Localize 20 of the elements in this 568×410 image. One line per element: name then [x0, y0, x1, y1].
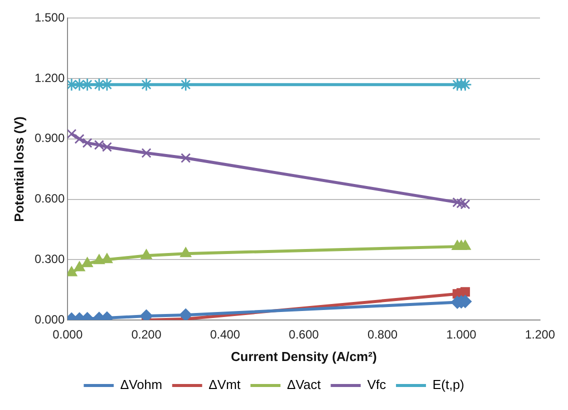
x-tick-label: 0.600: [288, 328, 320, 342]
y-tick-label: 1.200: [34, 70, 65, 85]
legend-label: ΔVact: [286, 377, 322, 392]
legend-label: E(t,p): [432, 377, 464, 392]
y-tick-label: 1.500: [34, 10, 65, 25]
x-tick-label: 0.200: [131, 328, 162, 342]
x-tick-label: 1.200: [524, 328, 556, 342]
y-tick-label: 0.300: [34, 252, 65, 266]
x-axis-title: Current Density (A/cm²): [230, 348, 377, 364]
y-tick-label: 0.000: [34, 312, 65, 326]
y-tick-label: 0.600: [34, 192, 65, 206]
x-tick-label: 0.000: [52, 328, 83, 342]
x-tick-label: 0.400: [210, 328, 240, 342]
y-tick-label: 0.900: [34, 131, 65, 146]
x-tick-label: 0.800: [368, 328, 398, 342]
legend-label: ΔVohm: [120, 377, 162, 392]
legend-label: Vfc: [367, 377, 386, 392]
x-tick-label: 1.000: [446, 328, 477, 342]
y-axis-title: Potential loss (V): [11, 116, 26, 222]
legend-label: ΔVmt: [208, 377, 241, 392]
